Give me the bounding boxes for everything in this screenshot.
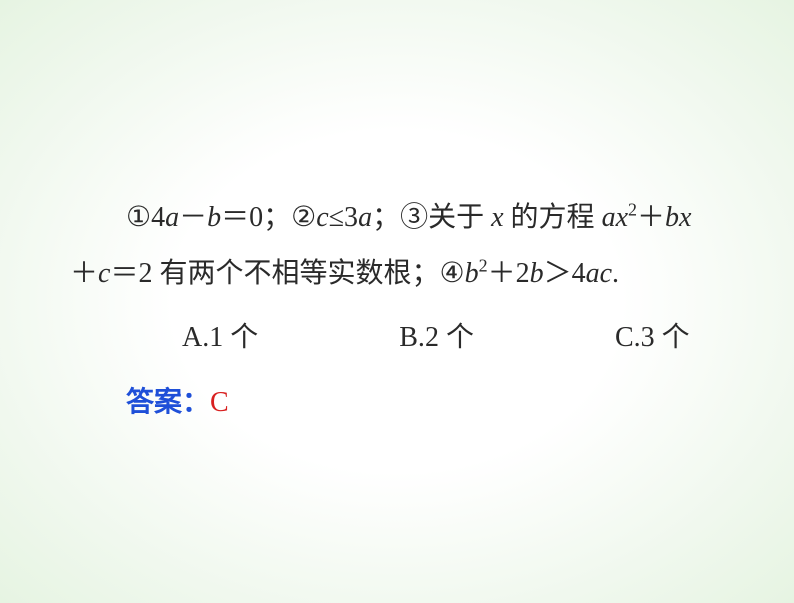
opt-a-text: 1 个 (209, 322, 258, 353)
var-x-1: x (491, 202, 503, 233)
answer-label: 答案： (126, 386, 210, 417)
statement-line-2: ＋c＝2 有两个不相等实数根；④b2＋2b＞4ac. (70, 246, 754, 302)
opt-c-letter: C. (615, 322, 641, 353)
option-d: D.4 个 (775, 310, 794, 366)
circle-num-3: ③ (400, 202, 428, 233)
statement-line-1: ①4a－b＝0；②c≤3a；③关于 x 的方程 ax2＋bx (70, 190, 754, 246)
var-b-2: b (465, 258, 479, 289)
var-b-3: b (530, 258, 544, 289)
text-t6: ＋2 (488, 258, 530, 289)
var-ac: ac (586, 258, 612, 289)
text-t10: . (612, 258, 619, 289)
option-c: C.3 个 (559, 310, 690, 366)
circle-num-1: ① (126, 202, 151, 233)
sup-2-1: 2 (628, 200, 637, 220)
circle-num-2: ② (291, 202, 316, 233)
var-b-1: b (207, 202, 221, 233)
circle-num-4: ④ (439, 258, 464, 289)
opt-a-letter: A. (182, 322, 209, 353)
slide-content: ①4a－b＝0；②c≤3a；③关于 x 的方程 ax2＋bx ＋c＝2 有两个不… (70, 190, 754, 431)
var-c-1: c (316, 202, 328, 233)
answer-value: C (210, 387, 229, 418)
text-1e: ＝0； (221, 202, 291, 233)
var-a-1: a (165, 202, 179, 233)
sup-2-2: 2 (479, 256, 488, 276)
text-3c: 的方程 (504, 202, 602, 233)
var-bx: bx (665, 202, 691, 233)
options-line: A.1 个 B.2 个 C.3 个 D.4 个 (70, 310, 754, 366)
text-t3: ＝2 有两个不相等实数根； (110, 258, 439, 289)
opt-b-letter: B. (399, 322, 425, 353)
text-3f: ＋ (637, 202, 665, 233)
option-b: B.2 个 (343, 310, 474, 366)
answer-line: 答案：C (70, 374, 754, 431)
var-c-2: c (98, 258, 110, 289)
text-3a: 关于 (428, 202, 491, 233)
opt-c-text: 3 个 (641, 322, 690, 353)
var-a-2: a (358, 202, 372, 233)
opt-b-text: 2 个 (425, 322, 474, 353)
text-2d: ； (372, 202, 400, 233)
option-a: A.1 个 (126, 310, 258, 366)
text-1a: 4 (151, 202, 165, 233)
text-2b: ≤3 (329, 202, 358, 233)
text-1c: － (179, 202, 207, 233)
text-t8: ＞4 (544, 258, 586, 289)
var-ax: ax (602, 202, 628, 233)
text-t1: ＋ (70, 258, 98, 289)
